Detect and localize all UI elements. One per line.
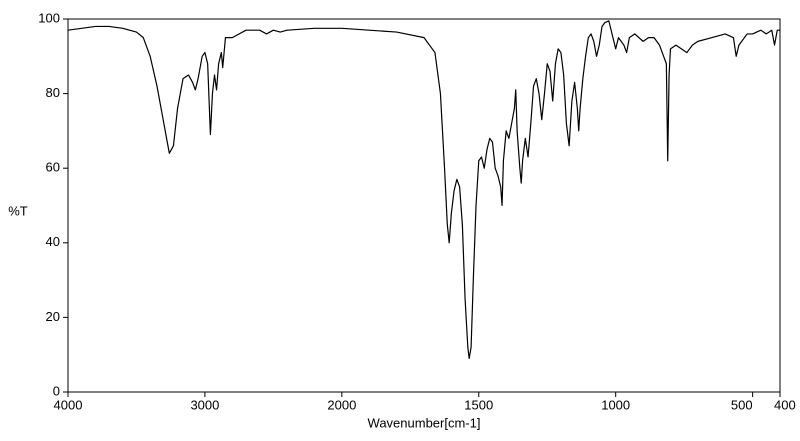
x-tick-label: 1500: [464, 397, 493, 412]
y-tick-label: 80: [46, 85, 60, 100]
x-tick-label: 4000: [54, 397, 83, 412]
y-axis-label: %T: [8, 203, 28, 218]
spectrum-line: [67, 20, 780, 360]
y-tick-label: 20: [46, 309, 60, 324]
y-tick-label: 100: [38, 10, 60, 25]
y-tick-label: 60: [46, 160, 60, 175]
x-tick-label: 1000: [601, 397, 630, 412]
x-axis-label: Wavenumber[cm-1]: [368, 415, 481, 430]
plot-frame: [67, 18, 781, 393]
x-tick-label: 2000: [327, 397, 356, 412]
y-tick-label: 40: [46, 234, 60, 249]
x-tick-label: 3000: [190, 397, 219, 412]
x-tick-label: 400: [774, 397, 796, 412]
y-tick-label: 0: [53, 383, 60, 398]
x-tick-label: 500: [731, 397, 753, 412]
